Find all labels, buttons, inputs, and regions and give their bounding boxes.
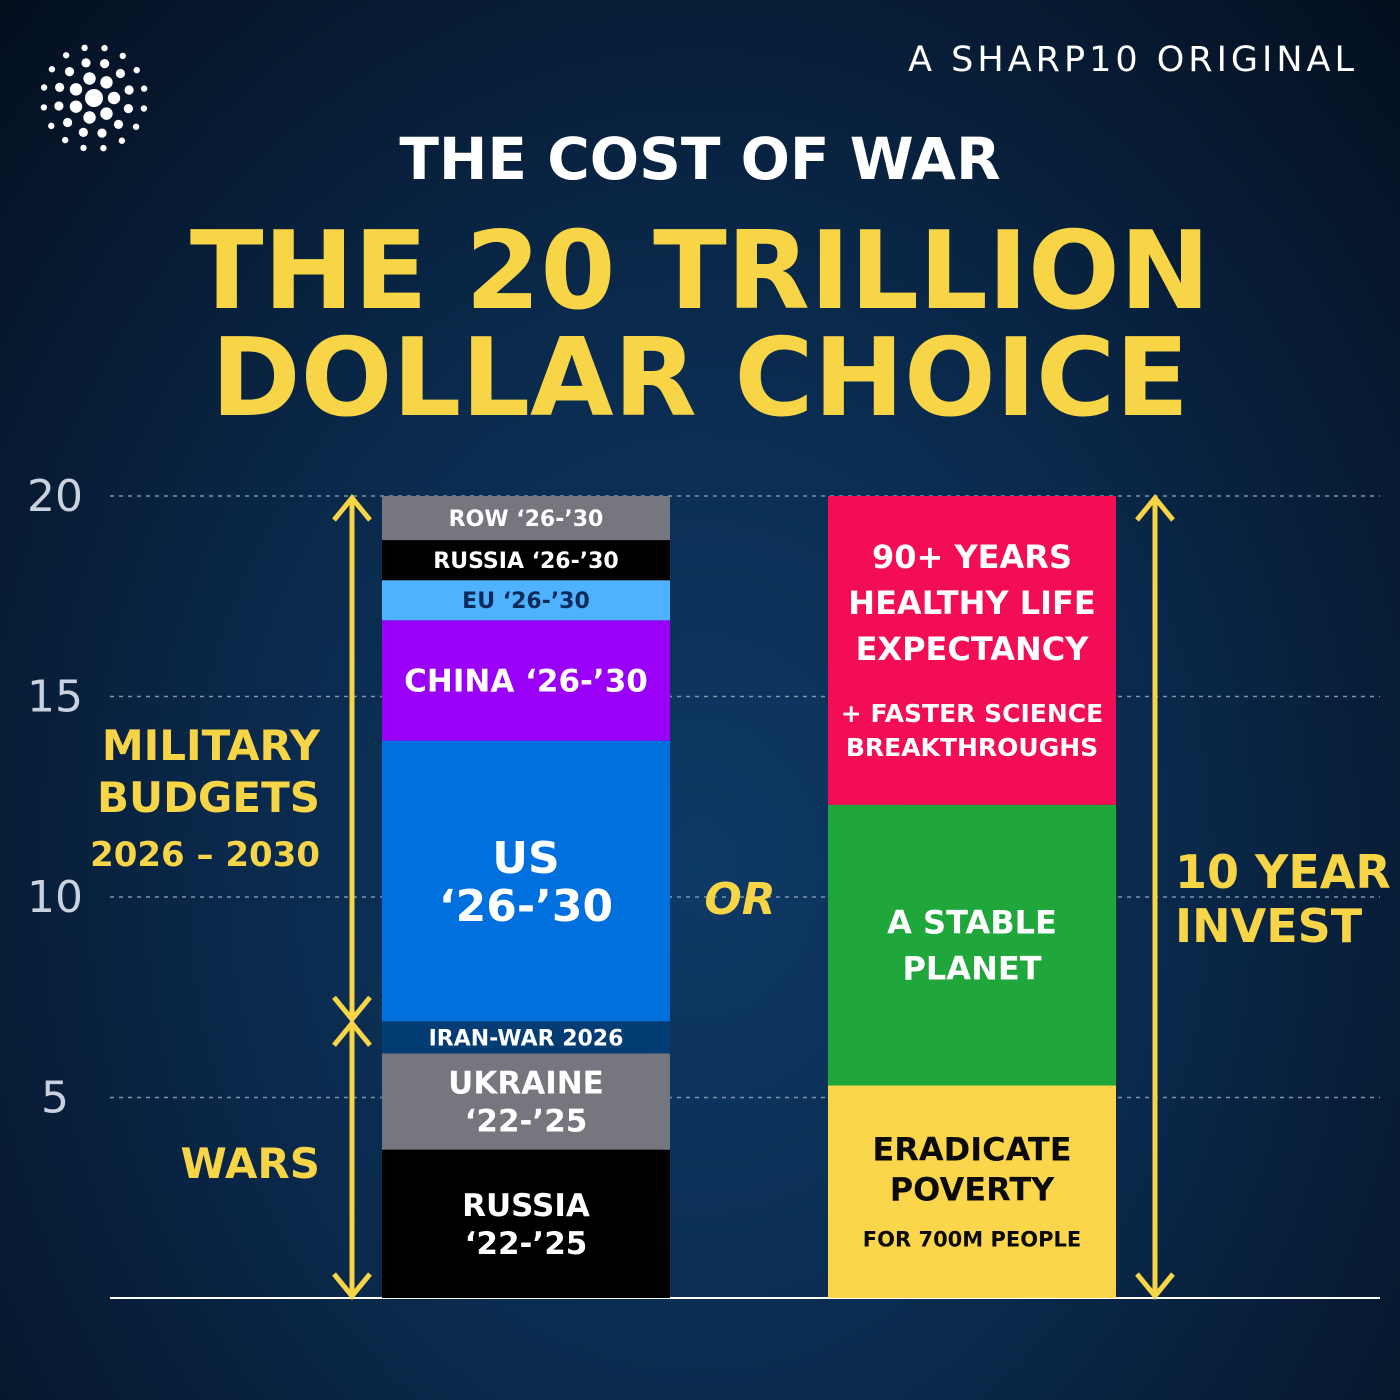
bar-segment bbox=[382, 540, 670, 581]
ten-year-invest-range-arrow bbox=[1135, 494, 1175, 1300]
bar-segment bbox=[382, 496, 670, 541]
y-tick-label: 15 bbox=[27, 672, 83, 723]
bar-segment-label: BREAKTHROUGHS bbox=[846, 733, 1098, 762]
bar-segment bbox=[828, 496, 1116, 805]
tagline: A SHARP10 ORIGINAL bbox=[908, 40, 1358, 80]
bar-segment-label: RUSSIA ‘26-’30 bbox=[433, 549, 618, 574]
page-subtitle: THE COST OF WAR bbox=[399, 125, 1001, 193]
military-budgets-label: BUDGETS bbox=[97, 773, 320, 822]
bar-segment-label: EXPECTANCY bbox=[856, 630, 1090, 668]
military-budgets-label: 2026 – 2030 bbox=[90, 835, 320, 875]
military-budgets-label: MILITARY bbox=[102, 721, 321, 770]
bar-segment bbox=[382, 1053, 670, 1150]
bar-segment bbox=[828, 1085, 1116, 1298]
bar-segment bbox=[382, 1149, 670, 1298]
page-title-line-1: THE 20 TRILLION bbox=[189, 209, 1211, 334]
bar-segment-label: PLANET bbox=[902, 950, 1041, 988]
bar-segment bbox=[382, 1021, 670, 1054]
bar-segment-label: ERADICATE bbox=[872, 1130, 1071, 1168]
bar-segment-label: ‘22-’25 bbox=[465, 1226, 588, 1262]
bar-segment-label: IRAN-WAR 2026 bbox=[429, 1026, 624, 1051]
y-tick-label: 5 bbox=[41, 1073, 69, 1124]
y-tick-label: 20 bbox=[27, 471, 83, 522]
bar-segment-label: HEALTHY LIFE bbox=[848, 584, 1095, 622]
bar-segment-label: FOR 700M PEOPLE bbox=[863, 1227, 1081, 1251]
y-tick-label: 10 bbox=[27, 872, 83, 923]
bar-segment-label: 90+ YEARS bbox=[872, 538, 1072, 576]
bar-segment-label: EU ‘26-’30 bbox=[462, 589, 590, 614]
bar-segment-label: POVERTY bbox=[890, 1170, 1055, 1208]
dot-burst-logo-icon bbox=[40, 44, 148, 152]
wars-range-arrow bbox=[332, 1019, 372, 1300]
bar-segment bbox=[828, 804, 1116, 1086]
bar-segment-label: RUSSIA bbox=[462, 1188, 590, 1224]
ten-year-invest-label: INVEST bbox=[1175, 899, 1363, 953]
military-budgets-range-arrow bbox=[332, 494, 372, 1024]
bar-segment-label: ‘26-’30 bbox=[439, 881, 613, 932]
bar-segment-label: ‘22-’25 bbox=[465, 1104, 588, 1140]
bar-segment bbox=[382, 580, 670, 621]
bar-segment-label: US bbox=[492, 833, 559, 884]
bar-segment-label: UKRAINE bbox=[448, 1066, 604, 1102]
bar-segment bbox=[382, 620, 670, 741]
bar-segment bbox=[382, 740, 670, 1022]
bar-segment-label: + FASTER SCIENCE bbox=[841, 699, 1103, 728]
separator-or-label: OR bbox=[704, 874, 775, 925]
bar-segment-label: A STABLE bbox=[887, 904, 1057, 942]
bar-segment-label: CHINA ‘26-’30 bbox=[404, 664, 648, 700]
page-title-line-2: DOLLAR CHOICE bbox=[210, 316, 1190, 441]
wars-label: WARS bbox=[180, 1139, 320, 1188]
bar-segment-label: ROW ‘26-’30 bbox=[449, 507, 604, 532]
ten-year-invest-label: 10 YEAR bbox=[1175, 845, 1391, 899]
